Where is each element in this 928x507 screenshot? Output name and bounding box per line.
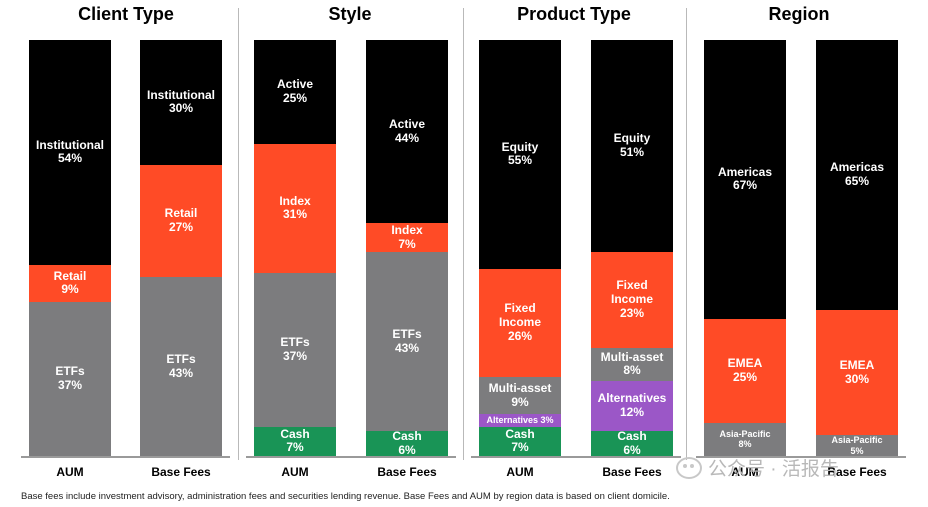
bar-segment-product-type-base-fees-cash: Cash 6% <box>591 428 673 457</box>
bar-segment-region-aum-asia-pacific: Asia-Pacific 8% <box>704 422 786 456</box>
data-label-product-type-base-fees-multi-asset: Multi-asset 8% <box>600 349 664 378</box>
data-label-style-base-fees-cash: Cash 6% <box>392 428 422 457</box>
bar-segment-style-aum-cash: Cash 7% <box>254 427 336 456</box>
bar-segment-product-type-aum-alternatives: Alternatives 3% <box>479 414 561 427</box>
x-tick-label-base-fees: Base Fees <box>827 465 887 479</box>
data-label-client-type-base-fees-retail: Retail 27% <box>164 206 198 234</box>
bar-segment-client-type-base-fees-etfs: ETFs 43% <box>140 277 222 456</box>
bar-segment-client-type-aum-etfs: ETFs 37% <box>29 302 111 456</box>
data-label-region-aum-asia-pacific: Asia-Pacific 8% <box>719 429 771 450</box>
data-label-client-type-base-fees-etfs: ETFs 43% <box>166 351 196 380</box>
data-label-style-base-fees-etfs: ETFs 43% <box>392 326 422 355</box>
data-label-style-aum-active: Active 25% <box>276 77 314 105</box>
panel-title-style: Style <box>328 4 372 24</box>
x-tick-label-base-fees: Base Fees <box>602 465 662 479</box>
bar-segment-style-aum-active: Active 25% <box>254 40 336 144</box>
data-label-region-base-fees-emea: EMEA 30% <box>839 357 875 386</box>
bar-segment-product-type-base-fees-equity: Equity 51% <box>591 40 673 253</box>
data-label-product-type-aum-alternatives: Alternatives 3% <box>486 415 554 426</box>
bar-segment-product-type-base-fees-alternatives: Alternatives 12% <box>591 381 673 432</box>
wechat-icon <box>676 456 702 479</box>
watermark-text: 公众号 · 活报告 <box>708 459 839 480</box>
axis-baseline <box>246 456 456 458</box>
panel-divider <box>686 8 687 460</box>
data-label-client-type-aum-institutional: Institutional 54% <box>36 137 104 166</box>
data-label-region-aum-americas: Americas 67% <box>717 164 773 193</box>
footnote: Base fees include investment advisory, a… <box>21 491 670 502</box>
data-label-client-type-aum-retail: Retail 9% <box>53 268 87 297</box>
bar-segment-client-type-base-fees-retail: Retail 27% <box>140 164 222 278</box>
data-label-product-type-base-fees-cash: Cash 6% <box>617 428 647 457</box>
panel-title-region: Region <box>768 4 830 24</box>
bar-segment-product-type-base-fees-fixed-income: Fixed Income 23% <box>591 252 673 348</box>
data-label-style-aum-cash: Cash 7% <box>280 426 310 455</box>
x-tick-label-aum: AUM <box>506 465 534 479</box>
watermark: 公众号 · 活报告 <box>676 454 839 481</box>
data-label-style-aum-index: Index 31% <box>279 193 311 222</box>
x-tick-label-base-fees: Base Fees <box>151 465 211 479</box>
bar-segment-region-aum-americas: Americas 67% <box>704 40 786 319</box>
bar-segment-client-type-base-fees-institutional: Institutional 30% <box>140 40 222 165</box>
bar-segment-product-type-aum-multi-asset: Multi-asset 9% <box>479 376 561 415</box>
x-tick-label-aum: AUM <box>281 465 309 479</box>
bar-segment-region-base-fees-emea: EMEA 30% <box>816 310 898 436</box>
bar-segment-style-base-fees-active: Active 44% <box>366 40 448 224</box>
bar-segment-product-type-base-fees-multi-asset: Multi-asset 8% <box>591 347 673 382</box>
panel-divider <box>238 8 239 460</box>
data-label-product-type-base-fees-equity: Equity 51% <box>613 131 651 160</box>
data-label-region-aum-emea: EMEA 25% <box>727 355 763 384</box>
bar-segment-style-base-fees-cash: Cash 6% <box>366 428 448 457</box>
axis-baseline <box>696 456 906 458</box>
data-label-client-type-base-fees-institutional: Institutional 30% <box>147 87 215 116</box>
bar-segment-product-type-aum-equity: Equity 55% <box>479 40 561 269</box>
data-label-style-base-fees-index: Index 7% <box>391 222 423 251</box>
data-label-region-base-fees-americas: Americas 65% <box>829 160 885 189</box>
data-label-style-aum-etfs: ETFs 37% <box>280 335 310 363</box>
bar-segment-style-base-fees-index: Index 7% <box>366 222 448 253</box>
bar-segment-region-base-fees-asia-pacific: Asia-Pacific 5% <box>816 435 898 456</box>
data-label-product-type-base-fees-alternatives: Alternatives 12% <box>597 391 667 420</box>
data-label-product-type-aum-cash: Cash 7% <box>505 426 535 455</box>
bar-segment-product-type-aum-fixed-income: Fixed Income 26% <box>479 268 561 377</box>
data-label-product-type-base-fees-fixed-income: Fixed Income 23% <box>610 278 653 320</box>
data-label-product-type-aum-multi-asset: Multi-asset 9% <box>488 380 552 409</box>
bar-segment-client-type-aum-retail: Retail 9% <box>29 264 111 303</box>
axis-baseline <box>471 456 681 458</box>
bar-segment-product-type-aum-cash: Cash 7% <box>479 427 561 456</box>
bar-segment-style-aum-index: Index 31% <box>254 144 336 273</box>
bar-segment-region-aum-emea: EMEA 25% <box>704 318 786 423</box>
x-tick-label-aum: AUM <box>56 465 84 479</box>
axis-baseline <box>21 456 230 458</box>
bar-segment-style-base-fees-etfs: ETFs 43% <box>366 252 448 432</box>
bar-segment-client-type-aum-institutional: Institutional 54% <box>29 40 111 265</box>
data-label-style-base-fees-active: Active 44% <box>388 116 426 145</box>
bar-segment-style-aum-etfs: ETFs 37% <box>254 272 336 427</box>
panel-title-client-type: Client Type <box>78 4 174 24</box>
data-label-region-base-fees-asia-pacific: Asia-Pacific 5% <box>831 435 883 456</box>
panel-divider <box>463 8 464 460</box>
x-tick-label-aum: AUM <box>731 465 759 479</box>
x-tick-label-base-fees: Base Fees <box>377 465 437 479</box>
panel-title-product-type: Product Type <box>517 4 631 24</box>
bar-segment-region-base-fees-americas: Americas 65% <box>816 40 898 311</box>
data-label-product-type-aum-equity: Equity 55% <box>501 139 539 168</box>
data-label-product-type-aum-fixed-income: Fixed Income 26% <box>498 301 541 343</box>
data-label-client-type-aum-etfs: ETFs 37% <box>55 364 85 393</box>
